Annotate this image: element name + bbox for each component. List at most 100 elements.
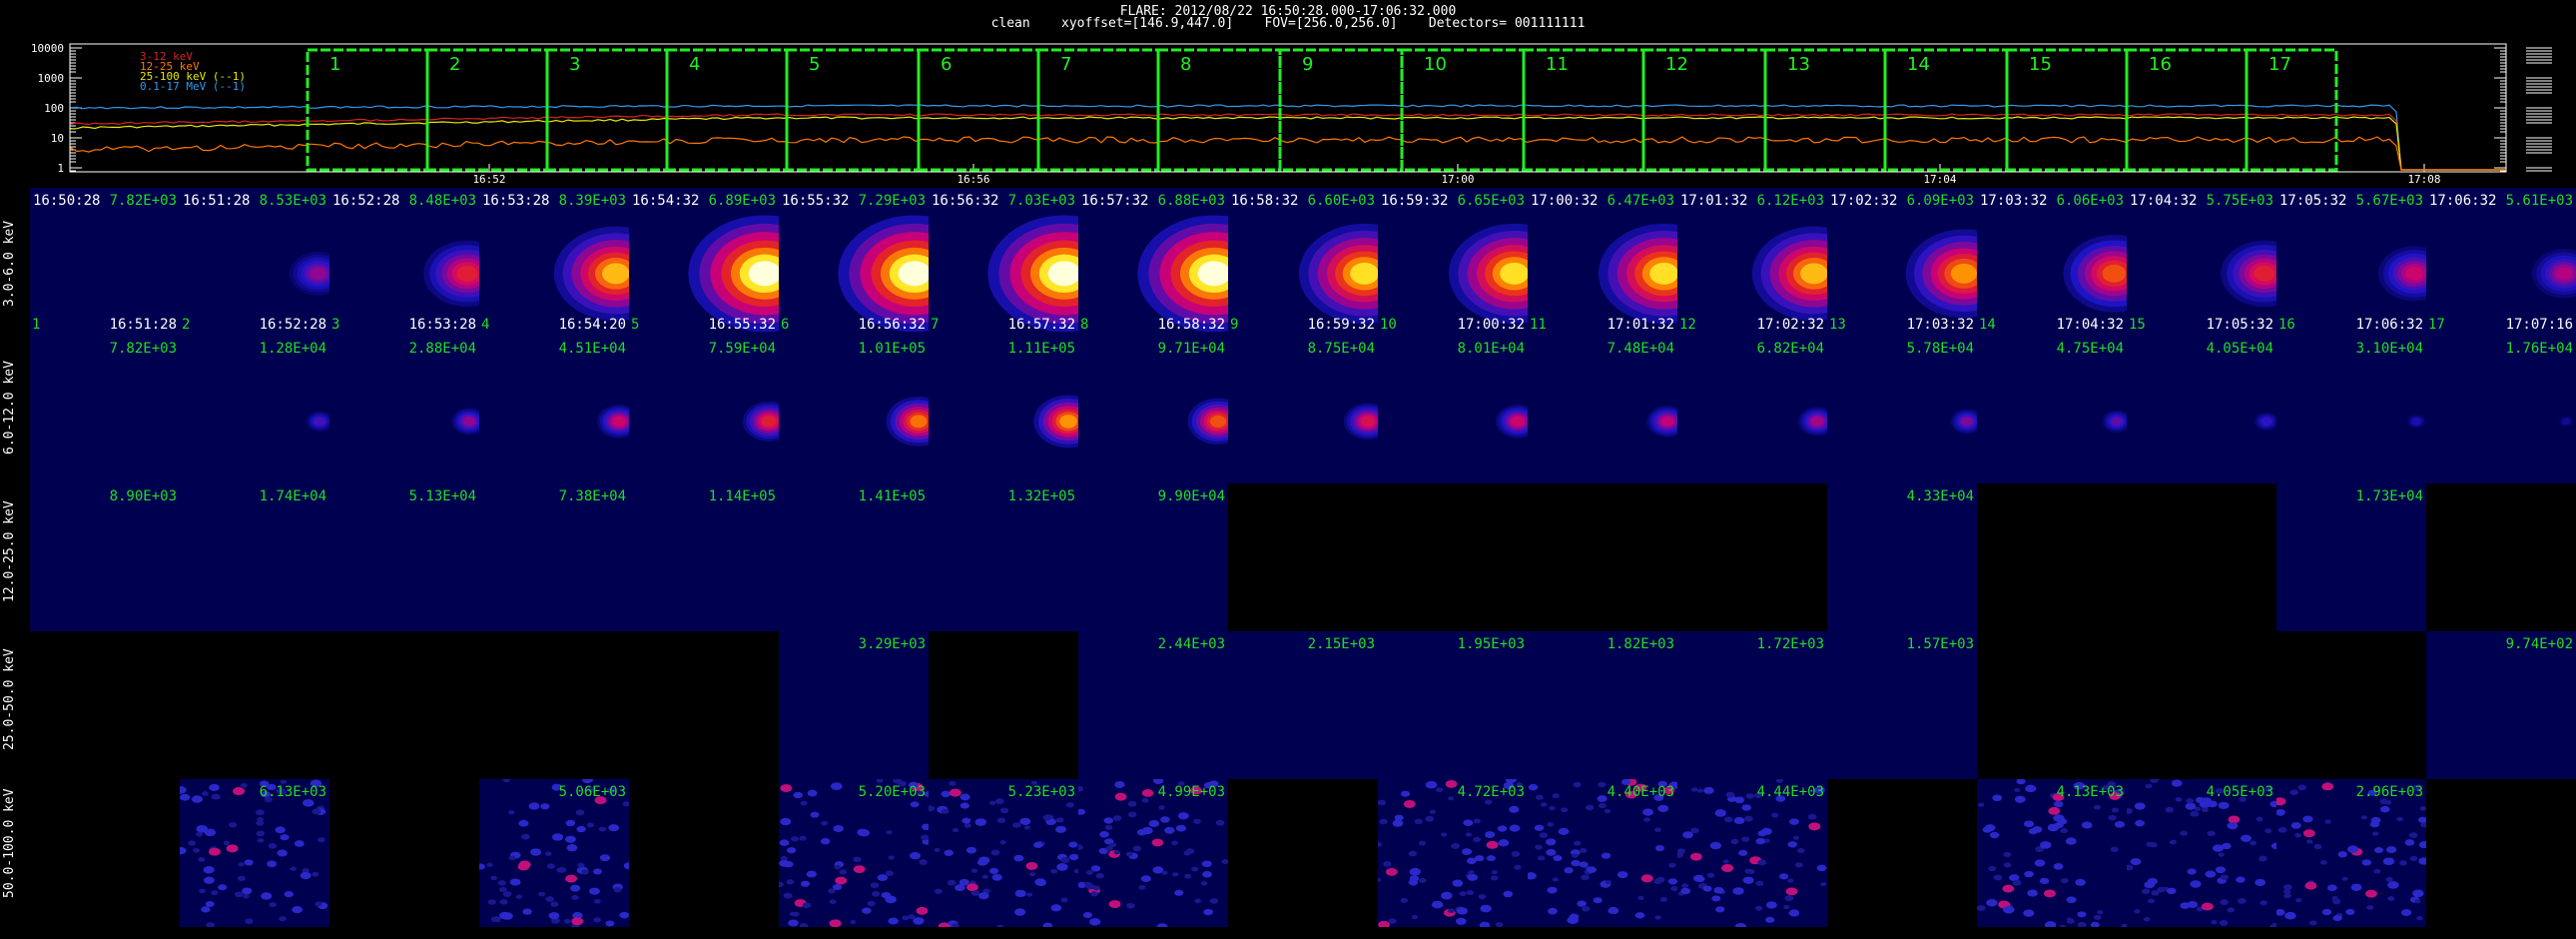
noise-field <box>1677 779 1827 927</box>
interval-start-time: 17:06:32 <box>2429 193 2497 209</box>
image-max-value: 6.82E+04 <box>1756 341 1824 357</box>
image-panel: 9.90E+04 <box>1078 483 1228 631</box>
image-panel <box>1528 483 1677 631</box>
interval-index: 15 <box>2129 317 2146 333</box>
image-max-value: 6.13E+03 <box>259 784 326 800</box>
interval-index: 3 <box>331 317 340 333</box>
noise-field <box>180 779 328 927</box>
image-max-value: 4.05E+03 <box>2206 784 2273 800</box>
image-max-value: 1.74E+04 <box>259 488 326 504</box>
energy-band-text: 6.0-12.0 keV <box>2 361 17 455</box>
image-panel: 16:54:32 16:55:32 5 6.89E+03 <box>629 188 779 336</box>
image-panel <box>629 779 779 927</box>
source-blob <box>987 215 1078 333</box>
image-panel <box>2426 779 2576 927</box>
image-panel: 7.59E+04 <box>629 336 779 483</box>
image-max-value: 4.44E+03 <box>1756 784 1824 800</box>
image-max-value: 1.57E+03 <box>1906 636 1974 652</box>
image-max-value: 1.95E+03 <box>1457 636 1525 652</box>
interval-index: 14 <box>1979 317 1996 333</box>
lc-xtick-label: 17:08 <box>2407 173 2440 186</box>
image-max-value: 1.73E+04 <box>2355 488 2423 504</box>
interval-start-time: 16:56:32 <box>932 193 999 209</box>
source-blob <box>2254 412 2276 432</box>
noise-field <box>2276 782 2426 926</box>
lc-interval-label: 1 <box>329 54 340 75</box>
image-panel: 17:03:32 17:04:32 14 6.06E+03 <box>1977 188 2127 336</box>
image-panel <box>479 631 629 779</box>
interval-end-time: 17:05:32 <box>2206 317 2273 333</box>
interval-end-time: 17:02:32 <box>1756 317 1824 333</box>
image-panel: 4.75E+04 <box>1977 336 2127 483</box>
image-panel: 4.05E+04 <box>2127 336 2276 483</box>
interval-end-time: 16:51:28 <box>109 317 177 333</box>
lc-interval-box <box>1036 48 1160 172</box>
interval-index: 11 <box>1530 317 1547 333</box>
noise-field <box>479 779 629 927</box>
interval-index: 12 <box>1679 317 1696 333</box>
image-panel: 16:50:28 16:51:28 1 7.82E+03 <box>30 188 180 336</box>
image-panel: 17:00:32 17:01:32 11 6.47E+03 <box>1528 188 1677 336</box>
lc-interval-box <box>1156 48 1282 172</box>
image-max-value: 4.72E+03 <box>1457 784 1525 800</box>
image-panel: 7.82E+03 <box>30 336 180 483</box>
image-panel: 17:01:32 17:02:32 12 6.12E+03 <box>1677 188 1827 336</box>
image-panel <box>180 631 329 779</box>
interval-end-time: 16:53:28 <box>408 317 476 333</box>
interval-index: 4 <box>481 317 490 333</box>
lc-interval-box <box>1883 48 2009 172</box>
source-blob <box>306 411 329 433</box>
source-blob <box>2531 249 2576 299</box>
image-panel <box>1827 779 1977 927</box>
image-max-value: 2.96E+03 <box>2355 784 2423 800</box>
source-blob <box>1751 226 1827 322</box>
interval-end-time: 16:57:32 <box>1007 317 1075 333</box>
source-blob <box>289 251 329 296</box>
image-panel: 17:04:32 17:05:32 15 5.75E+03 <box>2127 188 2276 336</box>
image-panel: 1.73E+04 <box>2276 483 2426 631</box>
image-panel: 8.90E+03 <box>30 483 180 631</box>
lc-interval-box <box>2005 48 2129 172</box>
image-panel: 4.13E+03 <box>1977 779 2127 927</box>
interval-index: 13 <box>1829 317 1846 333</box>
source-blob <box>1495 405 1528 439</box>
image-panel: 1.82E+03 <box>1528 631 1677 779</box>
image-panel: 4.99E+03 <box>1078 779 1228 927</box>
image-panel: 6.13E+03 <box>180 779 329 927</box>
source-blob <box>2377 246 2426 302</box>
lc-xtick-label: 16:52 <box>472 173 505 186</box>
image-max-value: 8.75E+04 <box>1307 341 1375 357</box>
image-panel: 4.72E+03 <box>1378 779 1528 927</box>
lc-legend-entry: 0.1-17 MeV (--1) <box>140 80 246 93</box>
image-panel <box>2426 483 2576 631</box>
lc-interval-label: 4 <box>689 54 700 75</box>
image-max-value: 4.51E+04 <box>558 341 626 357</box>
interval-index: 16 <box>2278 317 2295 333</box>
lc-interval-label: 9 <box>1302 54 1313 75</box>
source-blob <box>1646 406 1677 438</box>
image-panel: 9.74E+02 <box>2426 631 2576 779</box>
image-max-value: 5.13E+04 <box>408 488 476 504</box>
image-max-value: 7.82E+03 <box>109 193 177 209</box>
image-max-value: 1.01E+05 <box>858 341 926 357</box>
image-panel: 3.10E+04 <box>2276 336 2426 483</box>
image-panel: 16:52:28 16:53:28 3 8.48E+03 <box>329 188 479 336</box>
image-panel: 4.40E+03 <box>1528 779 1677 927</box>
image-panel: 7.38E+04 <box>479 483 629 631</box>
lc-interval-label: 16 <box>2149 54 2172 75</box>
lc-interval-box <box>2245 48 2338 172</box>
interval-start-time: 16:55:32 <box>782 193 850 209</box>
image-panel: 16:59:32 17:00:32 10 6.65E+03 <box>1378 188 1528 336</box>
lc-ytick-label: 100 <box>44 102 64 115</box>
image-panel: 5.23E+03 <box>929 779 1078 927</box>
image-max-value: 7.48E+04 <box>1607 341 1674 357</box>
image-panel <box>2127 631 2276 779</box>
source-blob <box>553 226 629 322</box>
image-panel: 7.48E+04 <box>1528 336 1677 483</box>
image-panel: 1.76E+04 <box>2426 336 2576 483</box>
image-panel: 16:55:32 16:56:32 6 7.29E+03 <box>779 188 929 336</box>
image-max-value: 1.76E+04 <box>2505 341 2573 357</box>
interval-end-time: 16:52:28 <box>259 317 326 333</box>
lc-interval-box <box>785 48 921 172</box>
image-panel: 3.29E+03 <box>779 631 929 779</box>
